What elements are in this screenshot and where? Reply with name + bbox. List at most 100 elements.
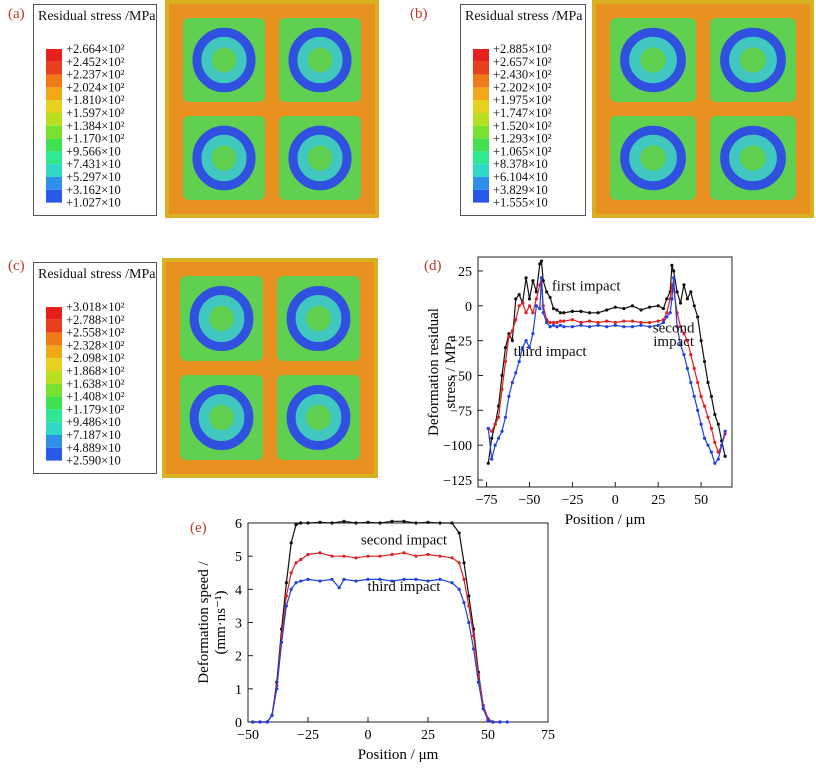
legend-value: +2.202×10² [493,80,552,94]
legend-swatch [46,422,62,435]
contour-center [640,145,666,171]
x-tick-label: −25 [561,493,583,508]
series-point [402,551,406,555]
series-point [696,408,700,412]
series-point [538,306,542,311]
series-point [457,587,461,591]
legend-value: +2.237×10² [66,68,125,82]
series-point [639,323,643,327]
series-point [438,554,442,558]
y-tick-label: −125 [443,474,472,489]
series-point [613,320,617,325]
legend-b: Residual stress /MPa +2.885×10² +2.657×10… [460,4,586,216]
annotation-label: third impact [514,344,588,360]
series-point [661,320,665,325]
series-point [562,319,566,323]
series-point [514,371,518,375]
series-point [457,561,461,565]
series-point [605,325,609,329]
y-tick-label: 4 [235,583,242,598]
legend-swatch [46,138,62,152]
legend-value: +5.297×10 [66,170,121,184]
legend-value: +2.328×10² [66,338,125,352]
series-point [258,720,262,724]
legend-value: +9.486×10 [66,415,121,429]
series-point [682,332,686,336]
series-point [462,577,466,581]
legend-value: +2.558×10² [66,326,125,340]
series-point [558,319,562,323]
series-point [622,319,626,323]
legend-value: +2.788×10² [66,313,125,327]
series-point [438,521,442,525]
series-point [696,315,700,319]
stress-contour-map-c [162,258,378,478]
series-point [342,577,346,581]
y-tick-label: 6 [235,517,242,532]
legend-swatch [473,74,489,88]
series-point [510,329,514,333]
series-point [689,290,693,294]
series-point [496,436,501,440]
x-tick-label: −75 [476,493,498,508]
series-point [284,604,288,608]
series-point [527,297,532,301]
series-point [551,323,556,327]
series-point [318,520,322,524]
series-point [289,571,293,575]
series-point [467,604,471,608]
series-point [596,320,600,325]
contour-low-ring [286,384,351,451]
series-point [414,554,418,558]
contour-center [306,404,331,431]
series-point [670,297,674,301]
annotation-label: second impact [361,533,448,549]
series-point [294,561,298,565]
legend-title: Residual stress /MPa [465,9,583,24]
series-point [716,457,720,461]
series-point [299,579,303,583]
series-point [354,521,358,525]
x-tick-label: 0 [365,728,372,743]
x-tick-label: 75 [541,728,555,743]
series-point [414,577,418,581]
legend-swatch [46,447,62,461]
series-point [675,325,679,329]
series-point [648,320,652,325]
legend-value: +2.098×10² [66,351,125,365]
series-point [490,457,494,461]
series-point [709,426,714,431]
series-point [555,325,559,329]
series-point [481,707,485,711]
contour-low-ring [189,384,254,451]
series-point [280,640,284,644]
series-point [551,306,556,311]
legend-swatch [46,177,62,190]
panel-label-c: (c) [8,258,25,274]
series-point [605,319,609,323]
legend-value: +1.810×10² [66,93,125,107]
series-point [555,320,559,325]
series-point [462,561,466,565]
legend-swatch [46,125,62,139]
series-point [378,521,382,525]
legend-value: +8.378×10 [493,157,548,171]
series-point [699,422,703,426]
legend-swatch [46,151,62,165]
x-axis-label: Position / μm [358,747,439,763]
series-point [289,587,293,591]
series-point [270,713,274,717]
y-tick-label: −50 [450,369,472,384]
series-point [378,577,382,581]
series-point [675,290,679,294]
contour-center [307,47,333,73]
series-point [467,620,471,625]
series-point [548,295,552,300]
legend-value: +2.430×10² [493,68,552,82]
series-point [570,318,574,322]
series-point [685,366,689,371]
contour-low-ring [620,27,686,93]
series-point [562,325,566,329]
series-point [699,339,703,343]
series-point [685,339,689,343]
